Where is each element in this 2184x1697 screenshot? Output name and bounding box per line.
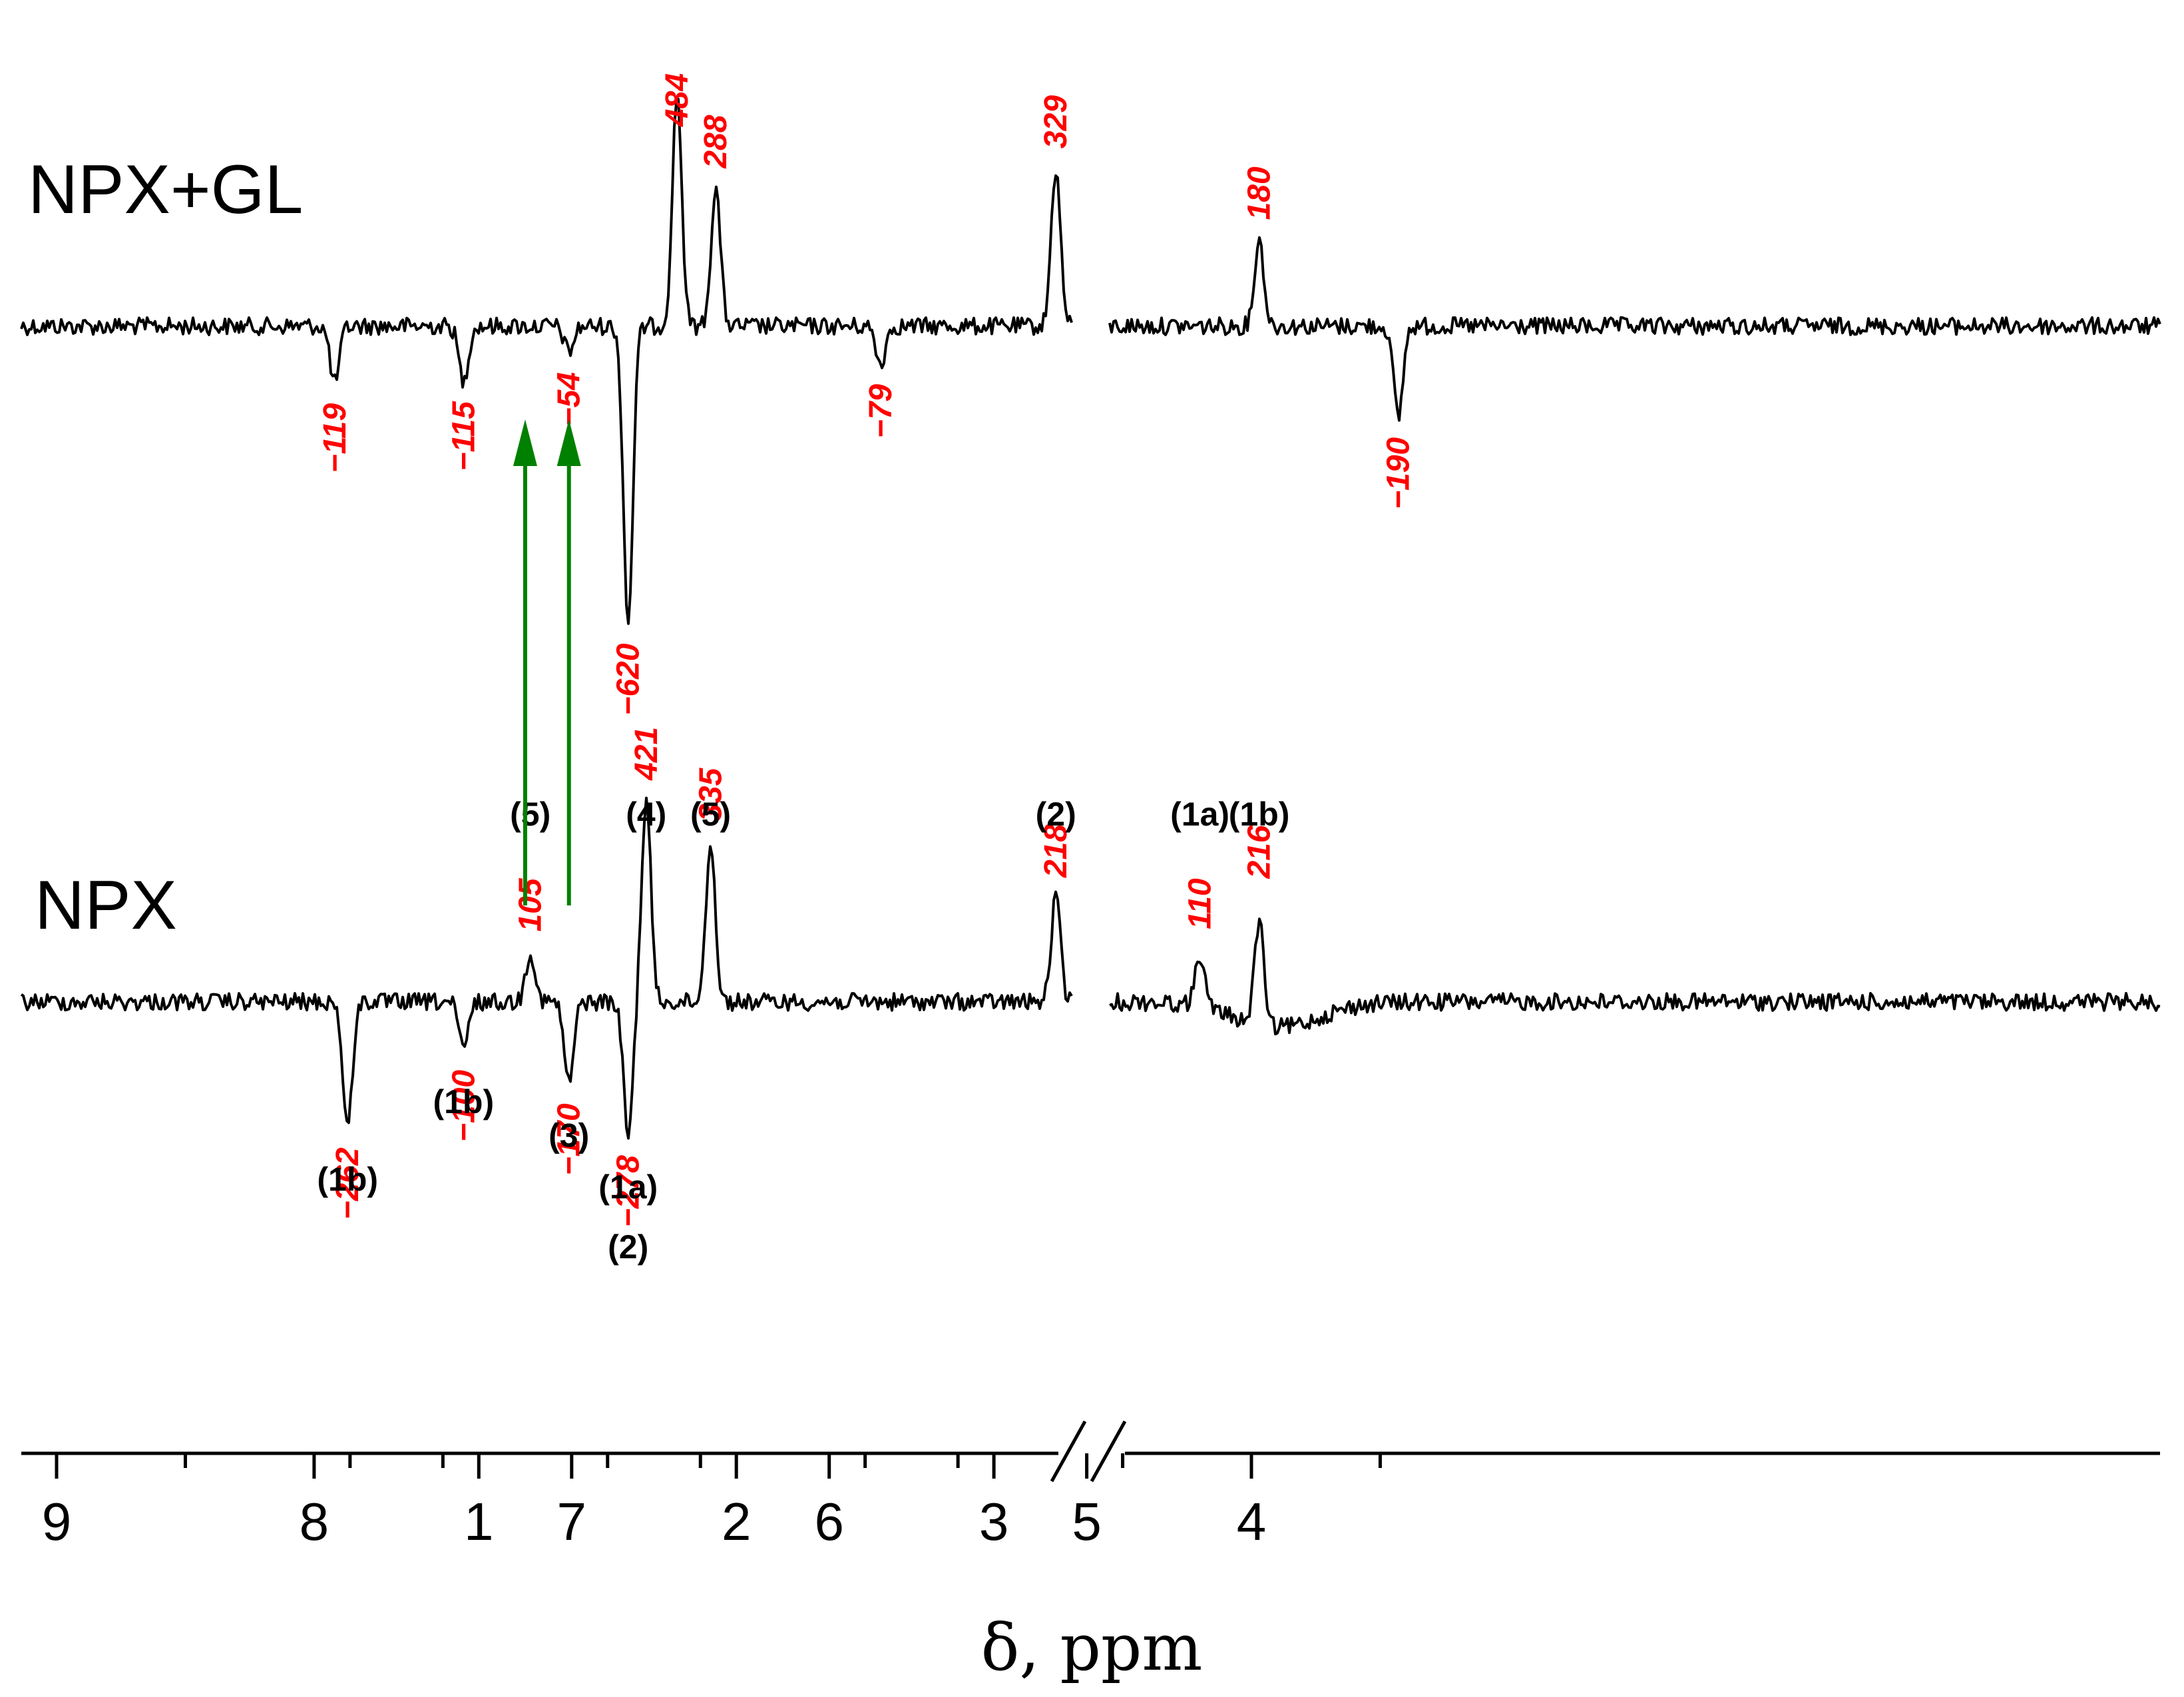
assignment-label: (1b) [317, 1161, 378, 1198]
x-tick-label: 1 [464, 1492, 494, 1551]
intensity-label: −119 [318, 403, 353, 473]
intensity-label: 105 [513, 877, 548, 931]
peak-labels: −119 −115329−190180−79288484−620−54−262(1… [317, 73, 1416, 1266]
trace-npx-gl-segment-2 [1108, 236, 2161, 422]
assignment-label: (5) [690, 796, 731, 833]
intensity-label: 484 [660, 73, 695, 127]
trace-npx-segment-2 [1109, 917, 2161, 1036]
intensity-label: 329 [1038, 95, 1074, 148]
assignment-label: (1a) [1170, 796, 1229, 833]
trace-npx-segment-1 [20, 796, 1073, 1140]
intensity-label: 421 [629, 727, 664, 781]
intensity-label: 110 [1183, 878, 1218, 929]
assignment-label: (1b) [1229, 796, 1290, 833]
x-axis: 9 8 7 6 5 4 3 2 1 [21, 1420, 2160, 1551]
x-tick-label: 5 [1072, 1492, 1102, 1551]
assignment-label: (4) [626, 796, 666, 833]
assignment-label: (3) [548, 1116, 589, 1154]
series-label-npx-gl: NPX+GL [28, 151, 303, 228]
intensity-label: −262 [330, 1147, 365, 1219]
intensity-label: −79 [863, 384, 899, 439]
assignment-label: (1b) [433, 1083, 494, 1120]
intensity-label: −170 [552, 1103, 587, 1175]
axis-break-mark [1090, 1420, 1127, 1483]
x-axis-title: δ, ppm [981, 1610, 1203, 1685]
spectrum-traces [20, 97, 2161, 1140]
assignment-label: (2) [608, 1228, 648, 1266]
intensity-label: 216 [1242, 825, 1277, 879]
assignment-label: (1a) [598, 1168, 658, 1206]
intensity-label: −278 [611, 1155, 646, 1227]
intensity-label: −115 [446, 401, 481, 471]
intensity-label: 218 [1038, 824, 1074, 878]
series-label-npx: NPX [35, 867, 177, 944]
axis-break-mark [1050, 1420, 1087, 1483]
trace-npx-gl-segment-1 [20, 97, 1073, 625]
x-tick-label: 9 [42, 1492, 72, 1551]
intensity-label: 288 [698, 115, 734, 168]
intensity-label: −100 [446, 1070, 481, 1142]
green-arrow-head [556, 419, 581, 466]
x-tick-label: 2 [722, 1492, 752, 1551]
x-tick-label: 7 [557, 1492, 587, 1551]
green-arrow-head [513, 419, 537, 466]
intensity-label: 335 [694, 767, 729, 821]
intensity-label: −54 [552, 372, 587, 426]
intensity-label: 180 [1242, 166, 1277, 220]
intensity-label: −190 [1381, 437, 1417, 509]
x-tick-label: 4 [1237, 1492, 1267, 1551]
assignment-label: (2) [1036, 796, 1076, 833]
x-tick-label: 3 [979, 1492, 1009, 1551]
assignment-label: (5) [510, 796, 550, 833]
intensity-label: −620 [611, 643, 646, 715]
green-arrows [513, 419, 581, 905]
x-tick-label: 6 [814, 1492, 844, 1551]
x-tick-label: 8 [300, 1492, 329, 1551]
